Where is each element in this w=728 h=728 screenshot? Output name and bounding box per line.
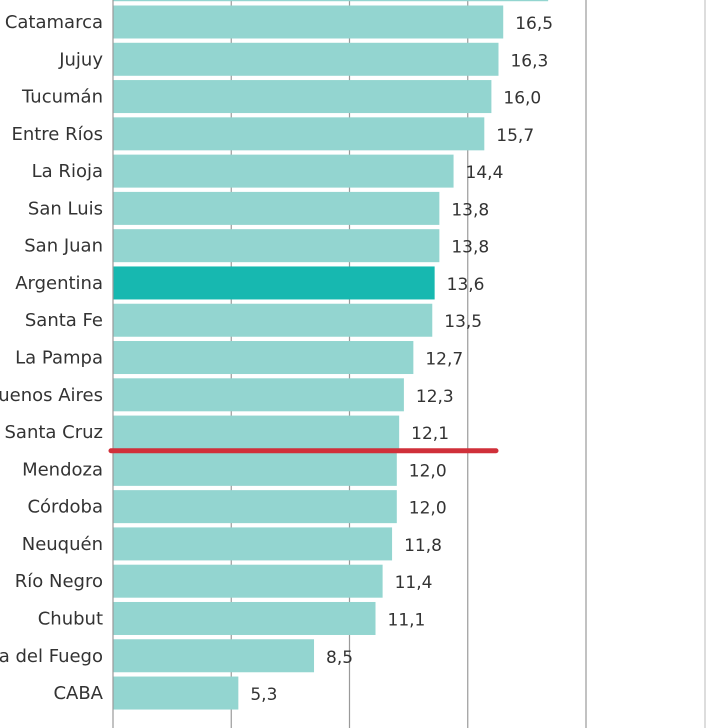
bar	[113, 0, 549, 2]
category-label: Santa Fe	[25, 310, 103, 331]
category-label: San Juan	[24, 236, 103, 257]
bar	[113, 601, 376, 635]
category-label: Entre Ríos	[11, 124, 103, 145]
bar	[113, 639, 315, 673]
value-label: 5,3	[250, 685, 277, 705]
bar	[113, 303, 433, 337]
value-label: 13,8	[451, 238, 489, 258]
category-label: Mendoza	[22, 459, 103, 480]
category-label: Córdoba	[27, 497, 103, 518]
bar	[113, 564, 383, 598]
bar	[113, 191, 440, 225]
value-label: 12,0	[409, 499, 447, 519]
value-label: 14,4	[466, 163, 504, 183]
bar	[113, 80, 492, 114]
category-label: Neuquén	[22, 534, 103, 555]
category-label: Santa Cruz	[5, 422, 104, 443]
bar	[113, 154, 454, 188]
bar	[113, 266, 435, 300]
value-label: 11,1	[388, 610, 426, 630]
category-label: Catamarca	[5, 12, 103, 33]
value-label: 12,7	[425, 350, 463, 370]
category-label: San Luis	[28, 198, 103, 219]
bar	[113, 490, 397, 524]
value-label: 11,4	[395, 573, 433, 593]
value-label: 16,3	[510, 51, 548, 71]
category-label: Río Negro	[15, 571, 103, 592]
bar	[113, 341, 414, 375]
value-label: 8,5	[326, 648, 353, 668]
value-label: 15,7	[496, 126, 534, 146]
category-label: Chubut	[38, 608, 103, 629]
category-label: Jujuy	[58, 49, 103, 70]
bar	[113, 415, 400, 449]
category-label: La Pampa	[15, 348, 103, 369]
category-label: Tucumán	[21, 87, 103, 108]
category-label: Tierra del Fuego	[0, 646, 103, 667]
value-label: 13,6	[447, 275, 485, 295]
value-label: 12,0	[409, 461, 447, 481]
bar	[113, 229, 440, 263]
bar	[113, 676, 239, 710]
value-label: 12,3	[416, 387, 454, 407]
value-label: 13,5	[444, 312, 482, 332]
value-label: 16,0	[503, 89, 541, 109]
category-label: Buenos Aires	[0, 385, 103, 406]
bar	[113, 5, 504, 39]
value-label: 16,5	[515, 14, 553, 34]
category-label: CABA	[53, 683, 103, 704]
bar	[113, 42, 499, 76]
category-label: La Rioja	[32, 161, 103, 182]
bar	[113, 452, 397, 486]
bar	[113, 117, 485, 151]
bar	[113, 527, 393, 561]
category-label: Argentina	[15, 273, 103, 294]
value-label: 12,1	[411, 424, 449, 444]
bar	[113, 378, 404, 412]
value-label: 11,8	[404, 536, 442, 556]
value-label: 13,8	[451, 200, 489, 220]
